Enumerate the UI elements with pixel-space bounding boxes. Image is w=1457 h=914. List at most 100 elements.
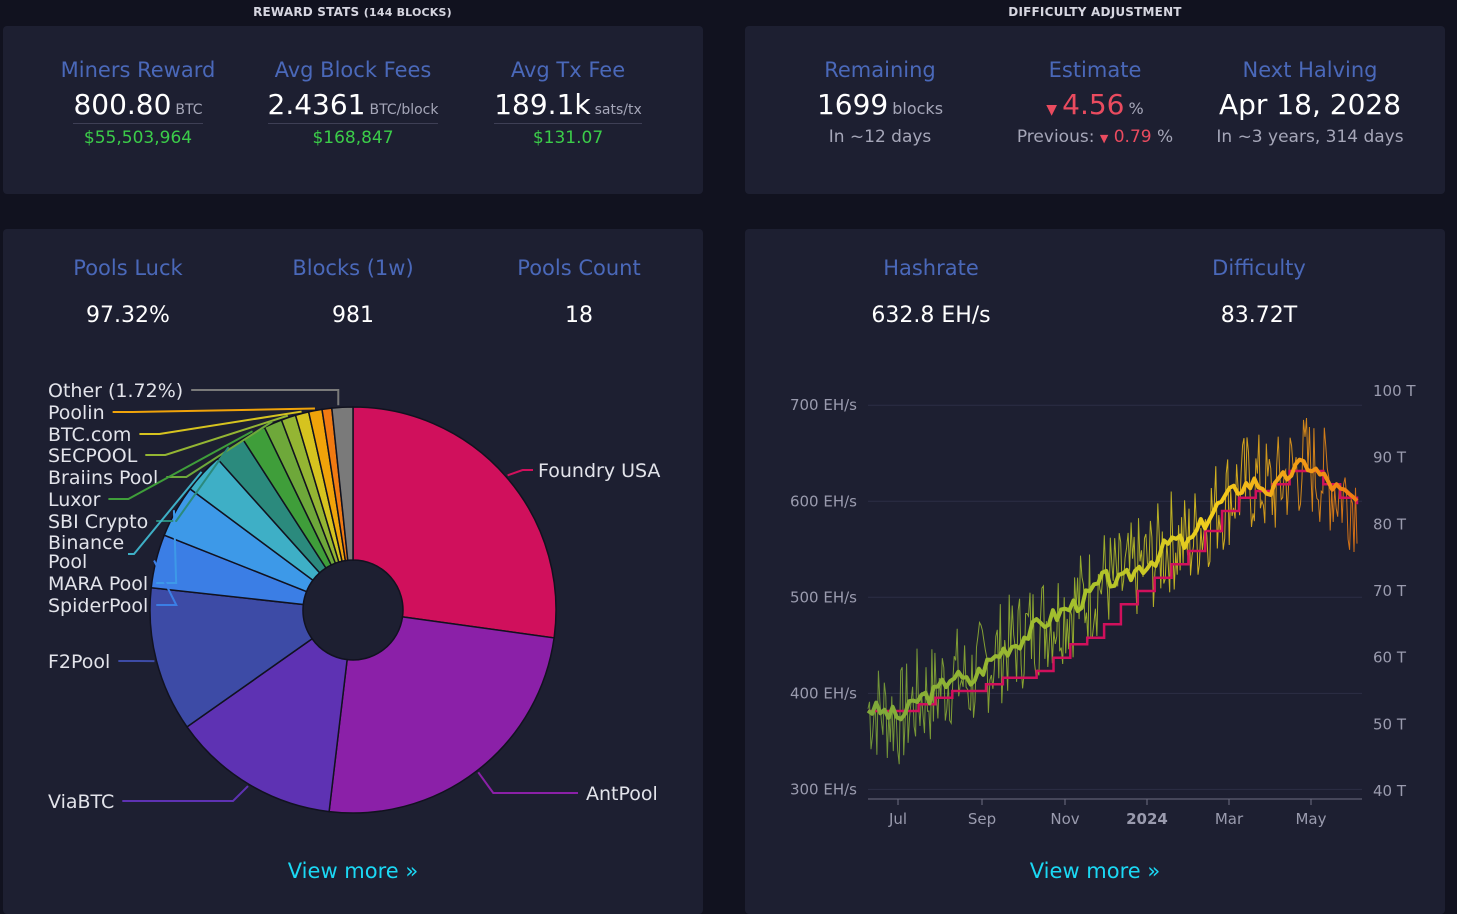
x-tick-label: Mar bbox=[1215, 810, 1244, 828]
pie-leader-poolin bbox=[112, 407, 315, 413]
y-right-tick-label: 50 T bbox=[1373, 715, 1407, 733]
pie-slice-other-1-72-[interactable] bbox=[330, 406, 354, 562]
next-halving-label: Next Halving bbox=[1242, 58, 1378, 82]
pie-label-other-1-72-: Other (1.72%) bbox=[48, 380, 183, 402]
pie-leader-antpool bbox=[477, 771, 578, 794]
pie-leader-luxor bbox=[108, 430, 254, 500]
avg-block-fees-usd: $168,847 bbox=[312, 128, 394, 148]
pie-label-binance-pool-line2: Pool bbox=[48, 551, 87, 573]
pie-label-antpool: AntPool bbox=[586, 783, 658, 805]
next-halving-date: Apr 18, 2028 bbox=[1218, 88, 1402, 121]
y-left-tick-label: 400 EH/s bbox=[790, 684, 857, 702]
x-tick-label: 2024 bbox=[1126, 810, 1168, 828]
pools-view-more-link[interactable]: View more » bbox=[287, 859, 419, 883]
avg-block-fees-stat: Avg Block Fees 2.4361 BTC/block $168,847 bbox=[253, 58, 453, 148]
previous-estimate: Previous: ▼ 0.79 % bbox=[1016, 127, 1174, 147]
pie-slice-f2pool[interactable] bbox=[149, 586, 314, 728]
estimate-value: 4.56 bbox=[1062, 88, 1125, 121]
pie-leader-foundry-usa bbox=[507, 469, 533, 477]
avg-block-fees-unit: BTC/block bbox=[369, 102, 439, 118]
hashrate-average-series bbox=[866, 457, 1359, 722]
y-right-tick-label: 100 T bbox=[1373, 382, 1416, 400]
pie-label-binance-pool-line1: Binance bbox=[48, 532, 124, 554]
pie-leader-spiderpool bbox=[153, 560, 178, 606]
y-left-tick-label: 600 EH/s bbox=[790, 492, 857, 510]
pie-label-f2pool: F2Pool bbox=[48, 651, 110, 673]
x-tick-label: May bbox=[1295, 810, 1326, 828]
y-left-tick-label: 700 EH/s bbox=[790, 396, 857, 414]
y-right-tick-label: 80 T bbox=[1373, 515, 1407, 533]
reward-stats-title: REWARD STATS (144 BLOCKS) bbox=[253, 5, 452, 19]
difficulty-label: Difficulty bbox=[1212, 256, 1306, 280]
pie-label-sbi-crypto: SBI Crypto bbox=[48, 511, 148, 533]
x-tick-label: Nov bbox=[1050, 810, 1079, 828]
blocks-1w-value: 981 bbox=[332, 303, 374, 328]
y-right-tick-label: 40 T bbox=[1373, 782, 1407, 800]
pools-count-label: Pools Count bbox=[517, 256, 641, 280]
remaining-stat: Remaining 1699 blocks In ~12 days bbox=[780, 58, 980, 147]
y-left-tick-label: 300 EH/s bbox=[790, 780, 857, 798]
hashrate-difficulty-line-chart: 300 EH/s 400 EH/s 500 EH/s 600 EH/s 700 EH/s… bbox=[790, 382, 1416, 828]
pie-label-btc-com: BTC.com bbox=[48, 424, 131, 446]
pie-label-braiins-pool: Braiins Pool bbox=[48, 467, 158, 489]
remaining-unit: blocks bbox=[892, 99, 944, 118]
pie-slice-viabtc[interactable] bbox=[185, 637, 348, 813]
remaining-label: Remaining bbox=[824, 58, 936, 82]
pie-leader-sbi-crypto bbox=[156, 446, 230, 522]
estimate-unit: % bbox=[1128, 99, 1144, 118]
pie-label-secpool: SECPOOL bbox=[48, 445, 138, 467]
avg-tx-fee-usd: $131.07 bbox=[532, 128, 604, 148]
pie-label-viabtc: ViaBTC bbox=[48, 791, 114, 813]
pie-slice-antpool[interactable] bbox=[328, 616, 555, 814]
miners-reward-usd: $55,503,964 bbox=[83, 128, 193, 148]
pools-card: Pools Luck 97.32% Blocks (1w) 981 Pools … bbox=[3, 229, 703, 914]
hashrate-card: Hashrate 632.8 EH/s Difficulty 83.72T 30… bbox=[745, 229, 1445, 914]
pools-luck-label: Pools Luck bbox=[73, 256, 183, 280]
avg-block-fees-value: 2.4361 bbox=[267, 88, 366, 121]
caret-down-icon: ▼ bbox=[1046, 102, 1058, 118]
remaining-value: 1699 bbox=[816, 88, 889, 121]
y-right-tick-label: 90 T bbox=[1373, 449, 1407, 467]
blocks-1w-label: Blocks (1w) bbox=[292, 256, 414, 280]
hashrate-daily-series bbox=[867, 417, 1358, 765]
avg-tx-fee-label: Avg Tx Fee bbox=[510, 58, 626, 82]
pie-leader-other-1-72- bbox=[191, 389, 340, 406]
estimate-label: Estimate bbox=[1048, 58, 1142, 82]
x-tick-label: Jul bbox=[888, 810, 907, 828]
caret-down-small-icon: ▼ bbox=[1099, 132, 1109, 145]
miners-reward-label: Miners Reward bbox=[60, 58, 216, 82]
reward-stats-card: Miners Reward 800.80 BTC $55,503,964 Avg … bbox=[3, 26, 703, 194]
hashrate-label: Hashrate bbox=[883, 256, 979, 280]
difficulty-value: 83.72T bbox=[1220, 303, 1298, 328]
difficulty-adjustment-card: Remaining 1699 blocks In ~12 days Estimat… bbox=[745, 26, 1445, 194]
pie-leader-viabtc bbox=[122, 785, 249, 802]
difficulty-adjustment-title: DIFFICULTY ADJUSTMENT bbox=[1008, 5, 1182, 19]
avg-tx-fee-unit: sats/tx bbox=[594, 102, 642, 118]
pool-distribution-pie-chart: Foundry USA AntPool Other (1.72%)PoolinBTC… bbox=[48, 380, 660, 814]
pie-label-spiderpool: SpiderPool bbox=[48, 595, 148, 617]
y-left-tick-label: 500 EH/s bbox=[790, 588, 857, 606]
miners-reward-stat: Miners Reward 800.80 BTC $55,503,964 bbox=[38, 58, 238, 148]
pie-label-foundry-usa: Foundry USA bbox=[538, 460, 660, 482]
estimate-stat: Estimate ▼ 4.56% Previous: ▼ 0.79 % bbox=[995, 58, 1195, 147]
pie-leader-braiins-pool bbox=[166, 420, 273, 478]
x-tick-label: Sep bbox=[968, 810, 996, 828]
avg-tx-fee-value: 189.1k bbox=[494, 88, 591, 121]
miners-reward-value: 800.80 bbox=[73, 88, 172, 121]
pie-leader-binance-pool bbox=[128, 471, 203, 555]
y-right-tick-label: 70 T bbox=[1373, 582, 1407, 600]
avg-block-fees-label: Avg Block Fees bbox=[274, 58, 432, 82]
hashrate-value: 632.8 EH/s bbox=[871, 303, 991, 328]
next-halving-eta: In ~3 years, 314 days bbox=[1216, 127, 1404, 147]
avg-tx-fee-stat: Avg Tx Fee 189.1k sats/tx $131.07 bbox=[468, 58, 668, 148]
pie-leader-mara-pool bbox=[156, 510, 178, 584]
pools-luck-value: 97.32% bbox=[86, 303, 170, 328]
pie-slice-foundry-usa[interactable] bbox=[352, 406, 557, 639]
mining-view-more-link[interactable]: View more » bbox=[1029, 859, 1161, 883]
next-halving-stat: Next Halving Apr 18, 2028 In ~3 years, 3… bbox=[1210, 58, 1410, 147]
y-right-tick-label: 60 T bbox=[1373, 649, 1407, 667]
remaining-eta: In ~12 days bbox=[828, 127, 932, 147]
miners-reward-unit: BTC bbox=[175, 102, 203, 118]
pools-count-value: 18 bbox=[565, 303, 593, 328]
pie-leader-btc-com bbox=[139, 410, 302, 435]
